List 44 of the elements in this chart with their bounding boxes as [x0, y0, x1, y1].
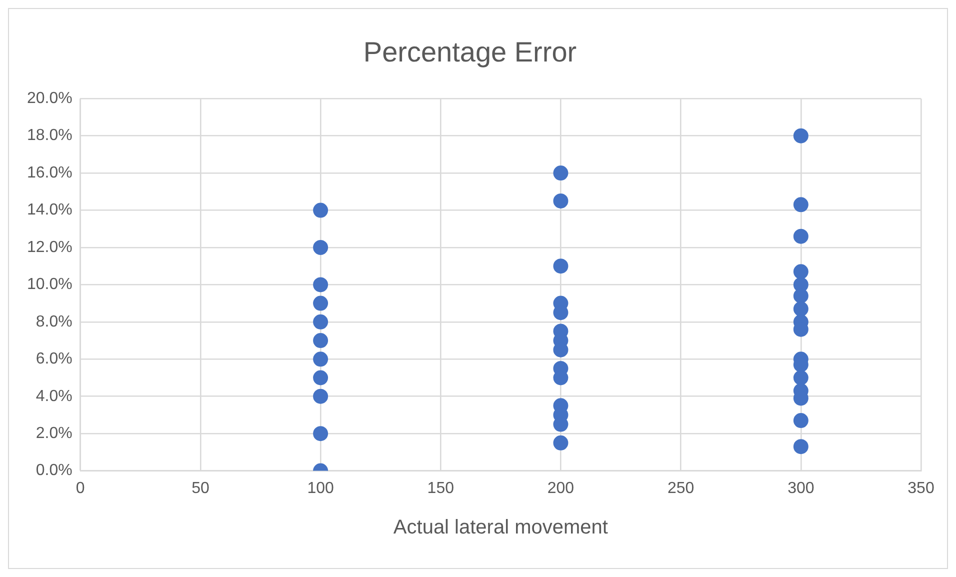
- point: [793, 197, 808, 212]
- point: [793, 413, 808, 428]
- point: [313, 352, 328, 367]
- y-tick-label: 2.0%: [36, 424, 72, 442]
- y-tick-label: 14.0%: [26, 202, 72, 219]
- point: [793, 370, 808, 386]
- x-tick-label: 0: [76, 480, 85, 497]
- point: [313, 296, 328, 311]
- point: [313, 240, 328, 255]
- x-tick-label: 150: [427, 480, 454, 497]
- y-tick-label: 18.0%: [26, 127, 72, 144]
- point: [553, 435, 568, 450]
- x-tick-label: 100: [307, 480, 334, 497]
- point: [313, 388, 328, 404]
- x-tick-label: 50: [192, 480, 210, 497]
- y-tick-label: 8.0%: [36, 313, 72, 330]
- x-tick-label: 350: [908, 480, 934, 497]
- y-tick-label: 10.0%: [26, 276, 72, 294]
- point: [313, 370, 328, 386]
- y-tick-label: 16.0%: [26, 164, 72, 182]
- point: [793, 301, 808, 316]
- x-axis-title: Actual lateral movement: [393, 516, 608, 539]
- point: [313, 202, 328, 218]
- point: [313, 333, 328, 348]
- point: [793, 228, 808, 244]
- x-tick-label: 300: [788, 480, 814, 497]
- point: [313, 277, 328, 292]
- point: [553, 258, 568, 274]
- point: [793, 264, 808, 280]
- point: [553, 166, 568, 181]
- point: [793, 288, 808, 304]
- y-tick-label: 4.0%: [36, 388, 72, 405]
- point: [793, 439, 808, 454]
- y-tick-label: 0.0%: [36, 462, 72, 480]
- y-tick-label: 20.0%: [26, 90, 72, 108]
- x-tick-label: 200: [547, 480, 574, 497]
- y-tick-label: 12.0%: [26, 238, 72, 256]
- chart-title: Percentage Error: [363, 36, 577, 68]
- point: [313, 314, 328, 330]
- point: [553, 193, 568, 208]
- y-tick-label: 6.0%: [36, 350, 72, 368]
- point: [313, 426, 328, 442]
- x-tick-label: 250: [667, 480, 694, 497]
- point: [793, 128, 808, 144]
